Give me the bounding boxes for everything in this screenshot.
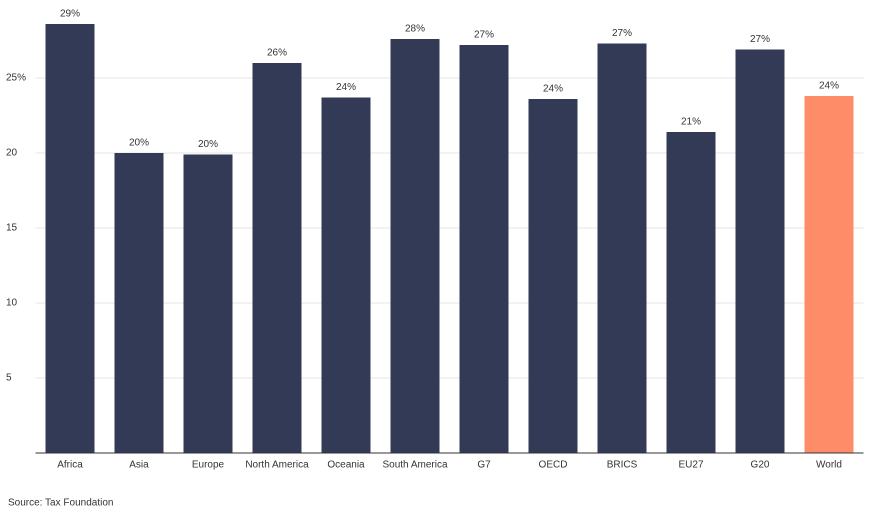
x-tick-label: World: [816, 460, 842, 471]
bar: [459, 45, 509, 453]
x-tick-label: OECD: [539, 460, 568, 471]
x-tick-label: EU27: [678, 460, 703, 471]
value-label: 27%: [612, 28, 632, 39]
value-label: 27%: [474, 30, 494, 41]
x-tick-label: G7: [477, 460, 491, 471]
x-tick-label: G20: [751, 460, 770, 471]
value-label: 24%: [819, 81, 839, 92]
x-tick-label: BRICS: [607, 460, 638, 471]
value-label: 21%: [681, 117, 701, 128]
x-tick-label: Asia: [129, 460, 149, 471]
bar: [597, 43, 647, 453]
x-tick-label: South America: [382, 460, 447, 471]
x-tick-label: Africa: [57, 460, 83, 471]
bar: [252, 63, 302, 453]
bar: [666, 132, 716, 453]
value-label: 24%: [336, 82, 356, 93]
bar: [735, 49, 785, 453]
bar: [45, 24, 95, 453]
value-label: 24%: [543, 84, 563, 95]
y-tick-label: 10: [6, 298, 18, 309]
y-tick-label: 5: [6, 373, 12, 384]
y-tick-label: 20: [6, 148, 18, 159]
value-label: 27%: [750, 34, 770, 45]
x-tick-label: Europe: [192, 460, 225, 471]
bar: [114, 153, 164, 453]
value-label: 29%: [60, 9, 80, 20]
x-tick-label: Oceania: [327, 460, 365, 471]
value-label: 28%: [405, 24, 425, 35]
bar: [528, 99, 578, 453]
y-tick-label: 15: [6, 223, 18, 234]
bar: [804, 96, 854, 453]
x-tick-label: North America: [245, 460, 309, 471]
value-label: 26%: [267, 48, 287, 59]
source-note: Source: Tax Foundation: [8, 498, 113, 509]
value-label: 20%: [198, 139, 218, 150]
value-label: 20%: [129, 138, 149, 149]
bar: [183, 154, 233, 453]
y-tick-label: 25%: [6, 73, 26, 84]
bar: [390, 39, 440, 453]
bar: [321, 97, 371, 453]
